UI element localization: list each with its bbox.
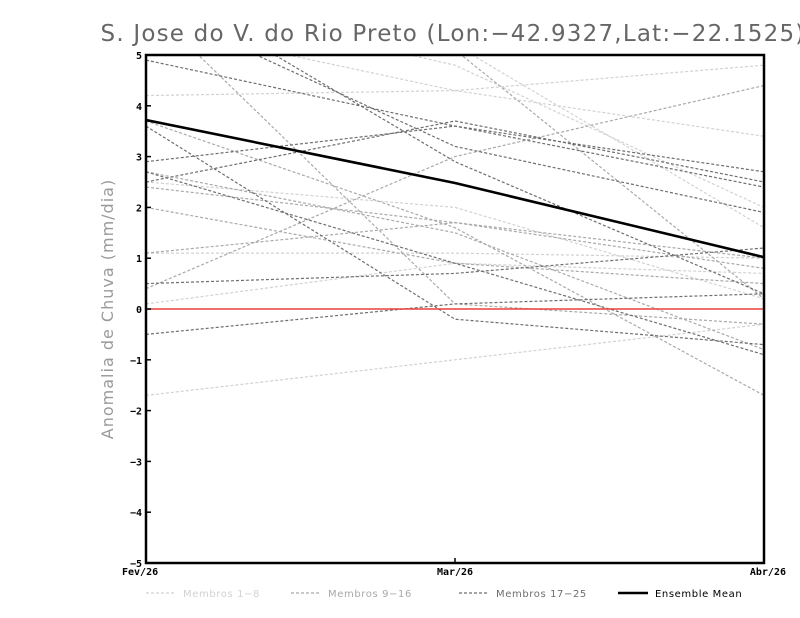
member-line-7 [146, 181, 764, 300]
y-axis-ticks: 5 4 3 2 1 0 −1 −2 −3 −4 −5 [130, 51, 151, 570]
y-tick-label: 2 [136, 203, 142, 214]
member-line-17 [146, 59, 764, 173]
y-tick-label: 3 [136, 153, 142, 164]
legend-label-3: Membros 17−25 [496, 589, 587, 600]
legend-label-1: Membros 1−8 [183, 589, 260, 600]
y-tick-label: −3 [130, 457, 142, 468]
y-tick-label: 5 [136, 51, 142, 62]
member-lines [146, 55, 764, 396]
x-tick-label: Mar/26 [437, 567, 473, 578]
member-line-3 [408, 55, 764, 208]
member-line-18 [146, 125, 764, 188]
legend-label-4: Ensemble Mean [655, 589, 742, 600]
y-tick-label: 1 [136, 254, 142, 265]
x-tick-label: Fev/26 [122, 567, 158, 578]
member-line-5 [146, 323, 764, 396]
y-tick-label: 4 [136, 102, 142, 113]
legend-label-2: Membros 9−16 [328, 589, 412, 600]
member-line-25 [146, 125, 764, 346]
legend: Membros 1−8 Membros 9−16 Membros 17−25 Ense… [146, 589, 742, 600]
member-line-21 [146, 293, 764, 335]
member-line-12 [146, 206, 764, 285]
y-tick-label: −1 [130, 356, 142, 367]
member-line-20 [146, 247, 764, 285]
member-line-4 [146, 262, 764, 305]
y-tick-label: −2 [130, 407, 142, 418]
member-line-22 [146, 171, 764, 356]
ensemble-mean-group [146, 118, 764, 259]
y-tick-label: 0 [136, 305, 142, 316]
member-line-14 [146, 171, 764, 351]
member-line-1 [146, 64, 764, 97]
x-axis-ticks: Fev/26 Mar/26 Abr/26 [122, 558, 786, 578]
y-axis-label: Anomalia de Chuva (mm/dia) [98, 179, 117, 439]
member-line-10 [146, 221, 764, 269]
ensemble-mean-line [146, 118, 764, 259]
x-tick-label: Abr/26 [750, 567, 786, 578]
chart-title: S. Jose do V. do Rio Preto (Lon:−42.9327… [101, 21, 800, 47]
member-line-23 [254, 55, 764, 214]
member-line-11 [146, 84, 764, 290]
member-line-2 [285, 55, 764, 137]
y-tick-label: −4 [130, 508, 142, 519]
member-line-13 [146, 120, 764, 396]
y-tick-label: −5 [130, 559, 142, 570]
